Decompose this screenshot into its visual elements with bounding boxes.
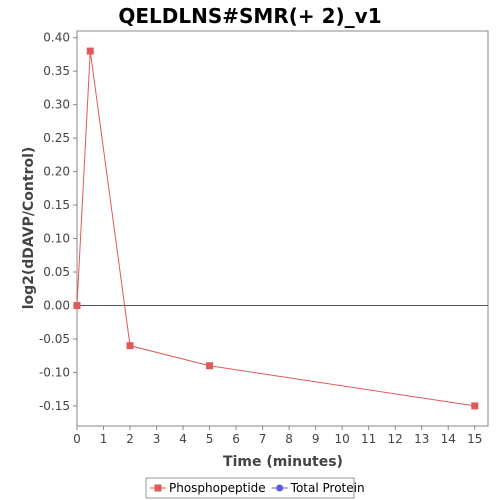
x-tick-label: 10	[335, 432, 350, 446]
x-tick-label: 15	[467, 432, 482, 446]
x-axis: 0 1 2 3 4 5 6 7 8 9 10 11 12 13 14 15	[73, 426, 482, 446]
y-tick-label: -0.10	[39, 365, 70, 379]
y-tick-label: -0.05	[39, 332, 70, 346]
x-tick-label: 4	[179, 432, 187, 446]
y-tick-label: 0.10	[43, 232, 70, 246]
y-tick-label: 0.20	[43, 165, 70, 179]
data-point	[73, 301, 81, 309]
legend-label: Total Protein	[290, 481, 365, 495]
y-tick-label: 0.35	[43, 64, 70, 78]
x-tick-label: 8	[285, 432, 293, 446]
y-tick-label: 0.40	[43, 31, 70, 45]
x-tick-label: 7	[259, 432, 267, 446]
x-axis-label: Time (minutes)	[223, 454, 343, 470]
x-tick-label: 13	[414, 432, 429, 446]
x-tick-label: 2	[126, 432, 134, 446]
data-point	[126, 342, 134, 350]
plot-area	[76, 30, 489, 427]
y-tick-label: 0.15	[43, 198, 70, 212]
x-tick-label: 0	[73, 432, 81, 446]
x-tick-label: 14	[441, 432, 456, 446]
x-tick-label: 11	[361, 432, 376, 446]
y-axis: 0.40 0.35 0.30 0.25 0.20 0.15 0.10 0.05 0.00 -0.0…	[39, 31, 77, 413]
x-tick-label: 1	[100, 432, 108, 446]
series-layer	[73, 47, 479, 410]
x-tick-label: 5	[206, 432, 214, 446]
x-tick-label: 3	[153, 432, 161, 446]
legend-label: Phosphopeptide	[169, 481, 266, 495]
x-tick-label: 6	[232, 432, 240, 446]
legend: Phosphopeptide Total Protein	[145, 477, 365, 499]
legend-marker	[154, 484, 162, 492]
y-tick-label: -0.15	[39, 399, 70, 413]
y-tick-label: 0.00	[43, 298, 70, 312]
y-tick-label: 0.05	[43, 265, 70, 279]
y-tick-label: 0.30	[43, 98, 70, 112]
legend-marker	[276, 484, 284, 492]
data-point	[471, 402, 479, 410]
x-tick-label: 12	[388, 432, 403, 446]
legend-box	[145, 477, 355, 499]
data-point	[86, 47, 94, 55]
chart-title: QELDLNS#SMR(+ 2)_v1	[118, 4, 381, 28]
y-axis-label: log2(dDAVP/Control)	[21, 147, 37, 310]
y-tick-label: 0.25	[43, 131, 70, 145]
data-point	[206, 362, 214, 370]
x-tick-label: 9	[312, 432, 320, 446]
